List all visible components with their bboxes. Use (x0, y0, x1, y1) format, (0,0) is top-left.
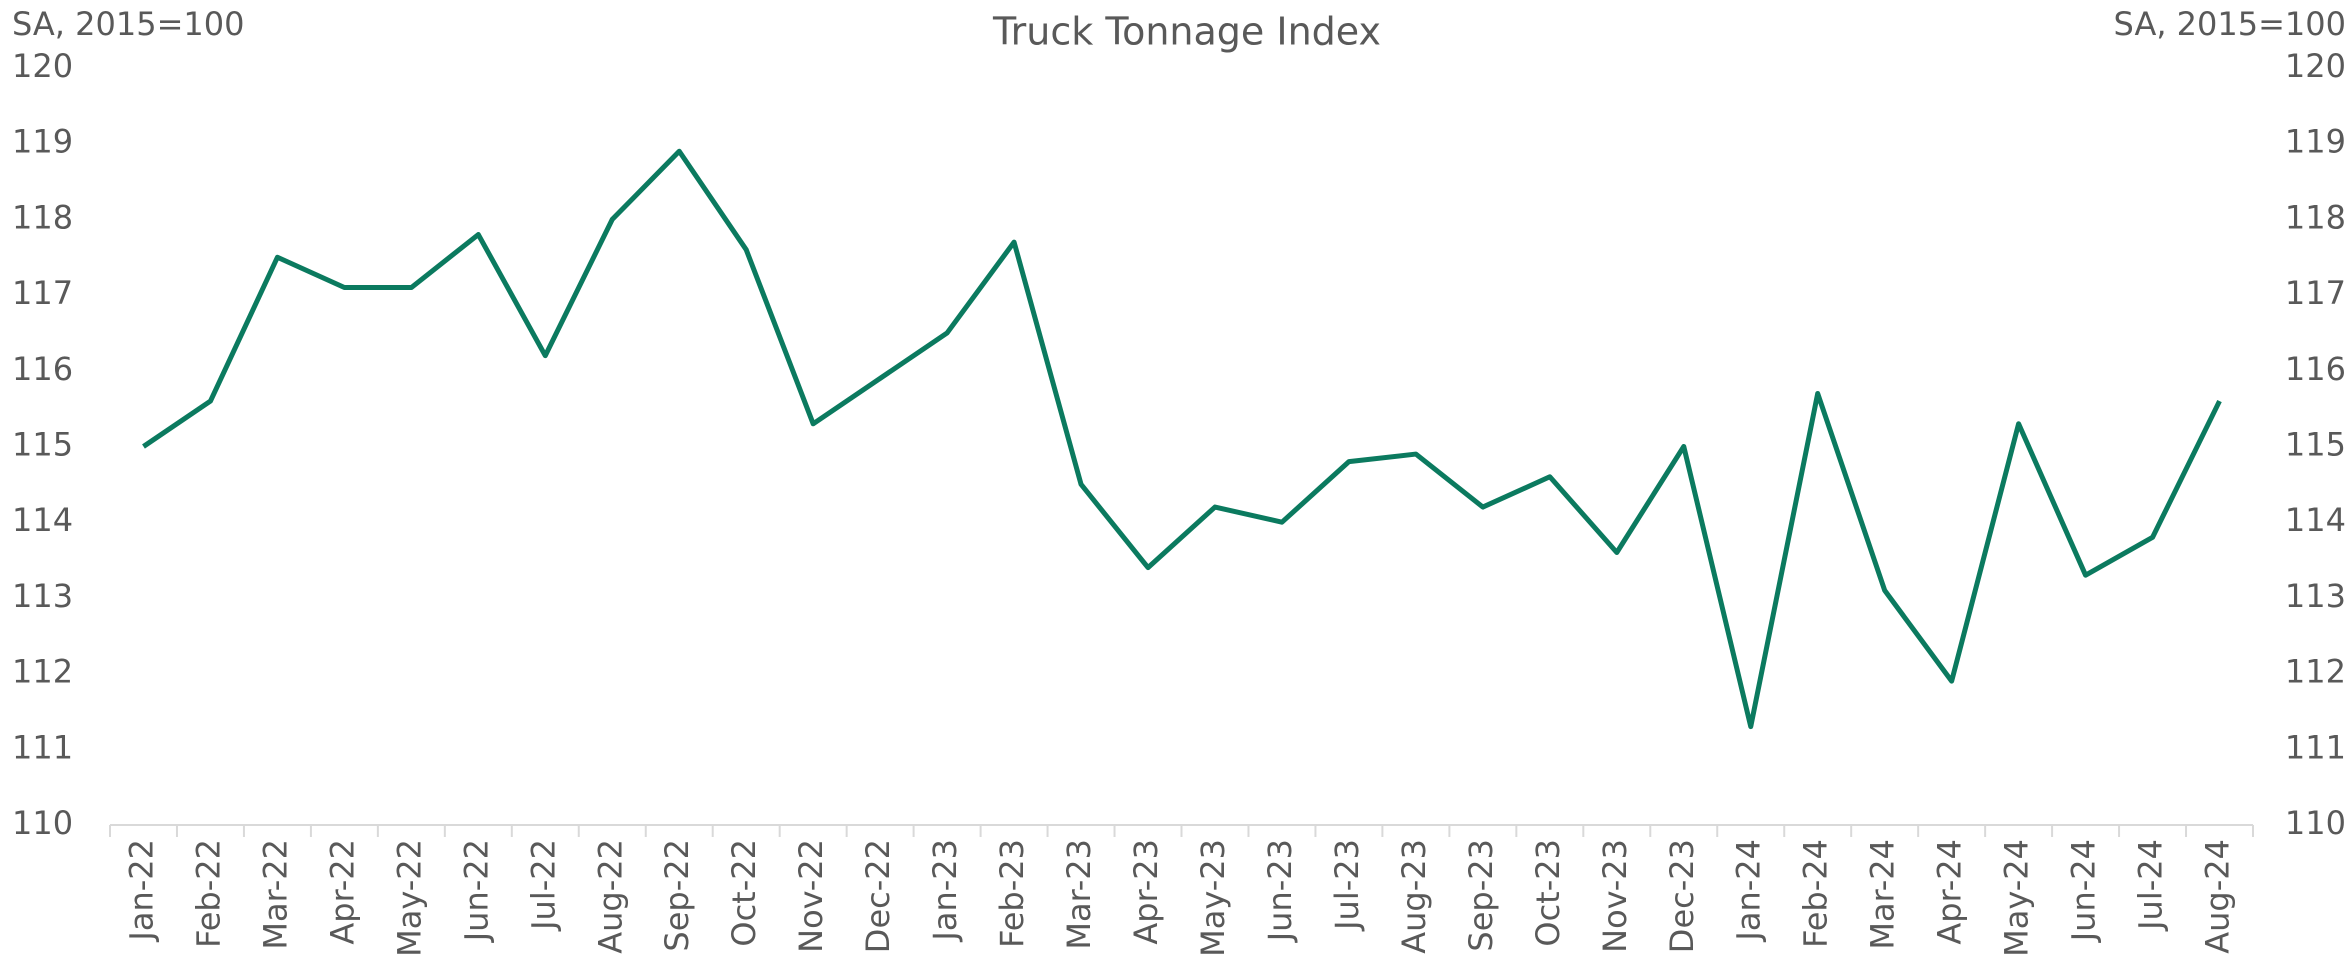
x-tick-label: Aug-23 (1395, 839, 1433, 954)
x-tick-label: Sep-23 (1462, 839, 1500, 952)
x-tick-label: Feb-23 (993, 839, 1031, 948)
x-tick-label: Dec-22 (859, 839, 897, 953)
y-tick-label: 117 (12, 274, 73, 312)
x-tick-label: Dec-23 (1663, 839, 1701, 953)
x-tick-label: Mar-22 (256, 839, 294, 950)
y2-tick-label: 118 (2285, 198, 2346, 236)
x-tick-label: Jul-23 (1328, 839, 1366, 932)
x-tick-label: Jul-24 (2132, 839, 2170, 932)
x-tick-label: Jan-23 (926, 839, 964, 943)
y2-tick-label: 110 (2285, 804, 2346, 842)
x-tick-label: Mar-24 (1864, 839, 1902, 950)
x-tick-label: Nov-22 (792, 839, 830, 953)
x-tick-label: Apr-24 (1931, 839, 1969, 945)
x-tick-label: Apr-23 (1127, 839, 1165, 945)
y-tick-label: 119 (12, 123, 73, 161)
y2-tick-label: 116 (2285, 350, 2346, 388)
x-tick-label: May-23 (1194, 839, 1232, 957)
x-tick-label: Feb-24 (1797, 839, 1835, 948)
y-tick-label: 112 (12, 653, 73, 691)
y2-tick-label: 114 (2285, 501, 2346, 539)
x-tick-label: Jan-24 (1730, 839, 1768, 943)
y2-tick-label: 111 (2285, 728, 2346, 766)
x-tick-label: Oct-23 (1529, 839, 1567, 947)
y2-tick-label: 120 (2285, 47, 2346, 85)
x-tick-label: Aug-22 (591, 839, 629, 954)
y-axis-label: SA, 2015=100 (12, 5, 244, 43)
line-series (142, 148, 2222, 730)
x-tick-label: Aug-24 (2199, 839, 2237, 954)
y-tick-label: 114 (12, 501, 73, 539)
x-tick-label: May-22 (390, 839, 428, 957)
x-tick-label: Jul-22 (524, 839, 562, 932)
y-tick-label: 113 (12, 577, 73, 615)
y2-tick-label: 117 (2285, 274, 2346, 312)
x-tick-label: Nov-23 (1596, 839, 1634, 953)
y2-tick-label: 112 (2285, 653, 2346, 691)
y2-tick-label: 115 (2285, 426, 2346, 464)
y2-tick-label: 119 (2285, 123, 2346, 161)
y-tick-label: 111 (12, 728, 73, 766)
y2-tick-label: 113 (2285, 577, 2346, 615)
x-tick-label: Jun-22 (457, 839, 495, 943)
y-tick-label: 110 (12, 804, 73, 842)
y-tick-label: 116 (12, 350, 73, 388)
x-tick-label: May-24 (1998, 839, 2036, 957)
x-tick-label: Sep-22 (658, 839, 696, 952)
x-tick-label: Feb-22 (189, 839, 227, 948)
chart-title: Truck Tonnage Index (992, 10, 1381, 54)
y-tick-label: 115 (12, 426, 73, 464)
x-tick-label: Apr-22 (323, 839, 361, 945)
y-tick-label: 118 (12, 198, 73, 236)
y2-axis-label: SA, 2015=100 (2114, 5, 2346, 43)
x-tick-label: Jun-23 (1261, 839, 1299, 943)
x-tick-label: Jan-22 (122, 839, 160, 943)
x-tick-label: Jun-24 (2065, 839, 2103, 943)
y-tick-label: 120 (12, 47, 73, 85)
x-tick-label: Mar-23 (1060, 839, 1098, 950)
x-tick-label: Oct-22 (725, 839, 763, 947)
